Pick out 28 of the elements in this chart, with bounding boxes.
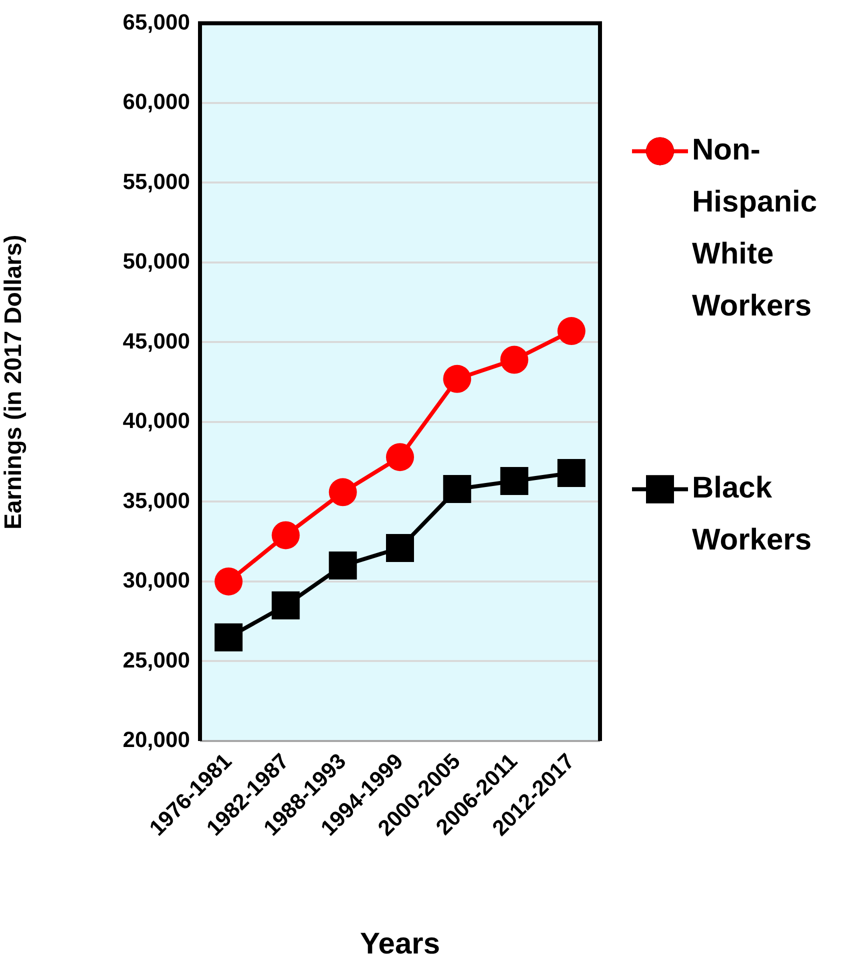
y-tick-label: 60,000 — [122, 89, 190, 114]
point — [443, 474, 472, 503]
y-tick-label: 35,000 — [122, 488, 190, 513]
point — [214, 623, 243, 652]
point — [386, 443, 414, 472]
point — [500, 346, 528, 374]
y-tick-label: 50,000 — [122, 248, 190, 274]
y-tick-label: 55,000 — [122, 168, 190, 194]
point — [500, 466, 528, 495]
point — [272, 521, 300, 550]
y-axis-title: Earnings (in 2017 Dollars) — [0, 234, 28, 530]
point — [386, 534, 414, 562]
point — [272, 591, 300, 620]
legend-label: Black Workers — [692, 471, 812, 556]
point — [214, 567, 243, 596]
point — [557, 317, 586, 346]
x-axis-title: Years — [360, 927, 440, 960]
legend-label: Non-Hispanic White Workers — [692, 133, 818, 322]
point — [557, 459, 586, 488]
point — [443, 364, 472, 393]
y-tick-label: 25,000 — [122, 647, 190, 672]
y-tick-label: 65,000 — [122, 9, 190, 34]
y-tick-label: 20,000 — [122, 727, 190, 752]
point — [328, 478, 357, 506]
y-tick-label: 30,000 — [122, 568, 190, 593]
y-tick-label: 45,000 — [122, 328, 190, 354]
y-tick-label: 40,000 — [122, 408, 190, 434]
point — [328, 552, 357, 580]
